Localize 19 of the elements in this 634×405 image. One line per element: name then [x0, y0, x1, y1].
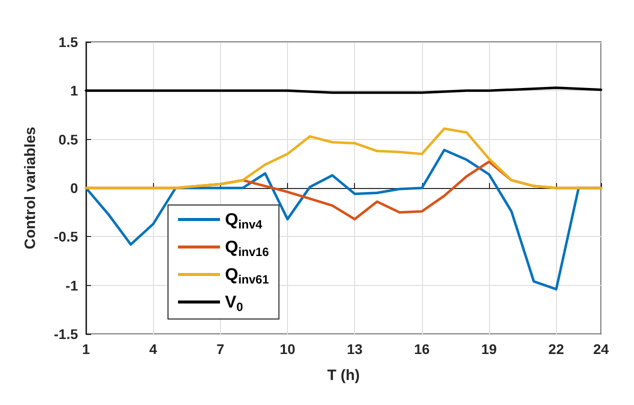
y-axis-title: Control variables	[22, 126, 39, 250]
y-tick-label: 1.5	[58, 34, 78, 50]
x-axis-title: T (h)	[327, 367, 360, 384]
x-tick-label: 7	[216, 341, 224, 357]
y-tick-label: -1	[66, 277, 78, 294]
x-tick-label: 10	[280, 341, 296, 357]
x-tick-label: 16	[414, 341, 430, 357]
x-tick-label: 1	[82, 341, 90, 357]
x-tick-label: 24	[593, 341, 609, 357]
x-tick-label: 13	[346, 341, 363, 357]
y-tick-label: 0	[70, 180, 78, 196]
y-tick-label: 0.5	[58, 131, 78, 148]
x-tick-label: 19	[481, 341, 498, 357]
line-series	[84, 127, 602, 190]
x-tick-label: 22	[548, 341, 564, 357]
y-tick-label: -1.5	[54, 326, 78, 342]
y-tick-label: -0.5	[54, 228, 78, 245]
y-tick-label: 1	[70, 82, 78, 99]
x-tick-label: 4	[149, 341, 158, 357]
